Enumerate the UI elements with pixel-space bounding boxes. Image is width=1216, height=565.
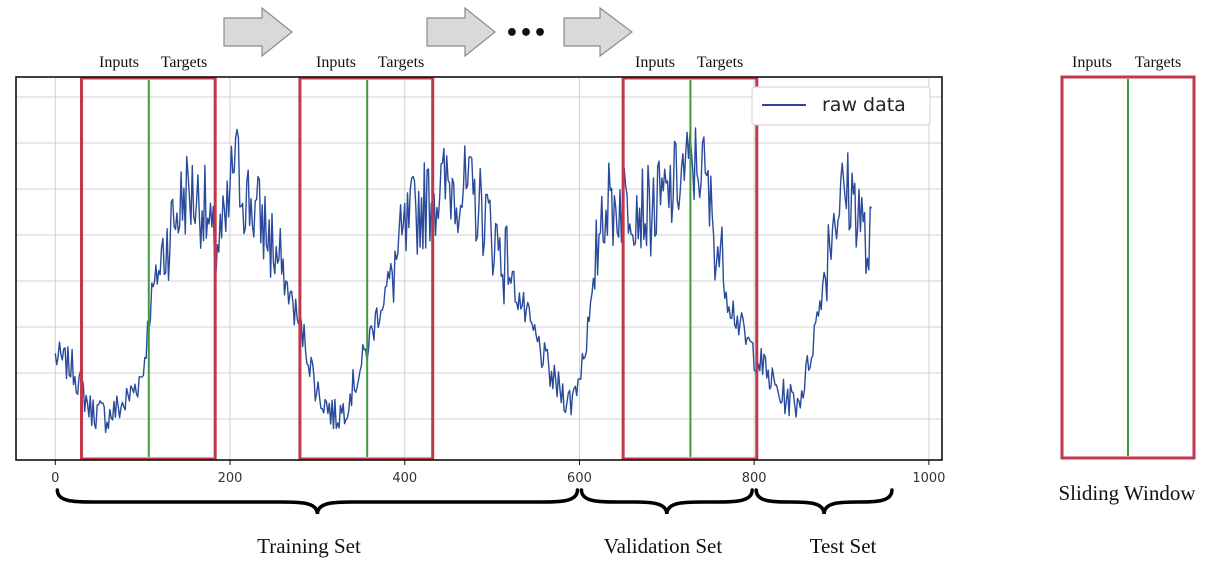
- raw-data-series: [54, 127, 873, 433]
- inputs-label: Inputs: [316, 54, 356, 71]
- x-tick-label: 0: [51, 471, 59, 486]
- line-chart: 0 200 400 600 800 1000 raw data: [15, 76, 945, 486]
- legend-label: raw data: [822, 94, 906, 116]
- arrow-right-icon: [426, 6, 496, 58]
- legend: raw data: [751, 86, 931, 126]
- plot-frame: [15, 76, 943, 461]
- inputs-label: Inputs: [99, 54, 139, 71]
- targets-label: Targets: [161, 54, 208, 71]
- targets-label: Targets: [1135, 54, 1182, 71]
- x-tick-label: 400: [392, 471, 417, 486]
- split-brace: [754, 488, 894, 515]
- validation-set-label: Validation Set: [604, 534, 723, 558]
- sliding-window-label: Sliding Window: [1058, 481, 1196, 505]
- split-brace: [579, 488, 754, 515]
- targets-label: Targets: [697, 54, 744, 71]
- x-tick-label: 600: [567, 471, 592, 486]
- legend-box: [751, 86, 931, 126]
- targets-label: Targets: [378, 54, 425, 71]
- training-set-label: Training Set: [257, 534, 361, 558]
- windows: [80, 76, 759, 461]
- sliding-window-box: [298, 76, 435, 461]
- split-brace: [55, 488, 580, 515]
- x-tick-label: 800: [742, 471, 767, 486]
- arrow-right-icon: [563, 6, 633, 58]
- sliding-window-legend: Inputs Targets Sliding Window: [1058, 54, 1196, 505]
- window-labels: Inputs Targets Inputs Targets Inputs Tar…: [99, 54, 743, 71]
- sliding-window-box: [80, 76, 217, 461]
- test-set-label: Test Set: [810, 534, 877, 558]
- split-braces: [55, 488, 894, 515]
- raw-data-line: [54, 127, 873, 433]
- x-tick-label: 1000: [912, 471, 945, 486]
- ellipsis-dots: •••: [505, 21, 547, 46]
- split-labels: Training Set Validation Set Test Set: [257, 534, 876, 558]
- sliding-window-box: [1060, 75, 1196, 460]
- x-axis: 0 200 400 600 800 1000: [51, 460, 945, 486]
- progression-arrows: •••: [223, 6, 633, 58]
- x-tick-label: 200: [218, 471, 243, 486]
- arrow-right-icon: [223, 6, 293, 58]
- sliding-window-box: [621, 76, 759, 461]
- inputs-label: Inputs: [635, 54, 675, 71]
- inputs-label: Inputs: [1072, 54, 1112, 71]
- grid: [16, 77, 942, 460]
